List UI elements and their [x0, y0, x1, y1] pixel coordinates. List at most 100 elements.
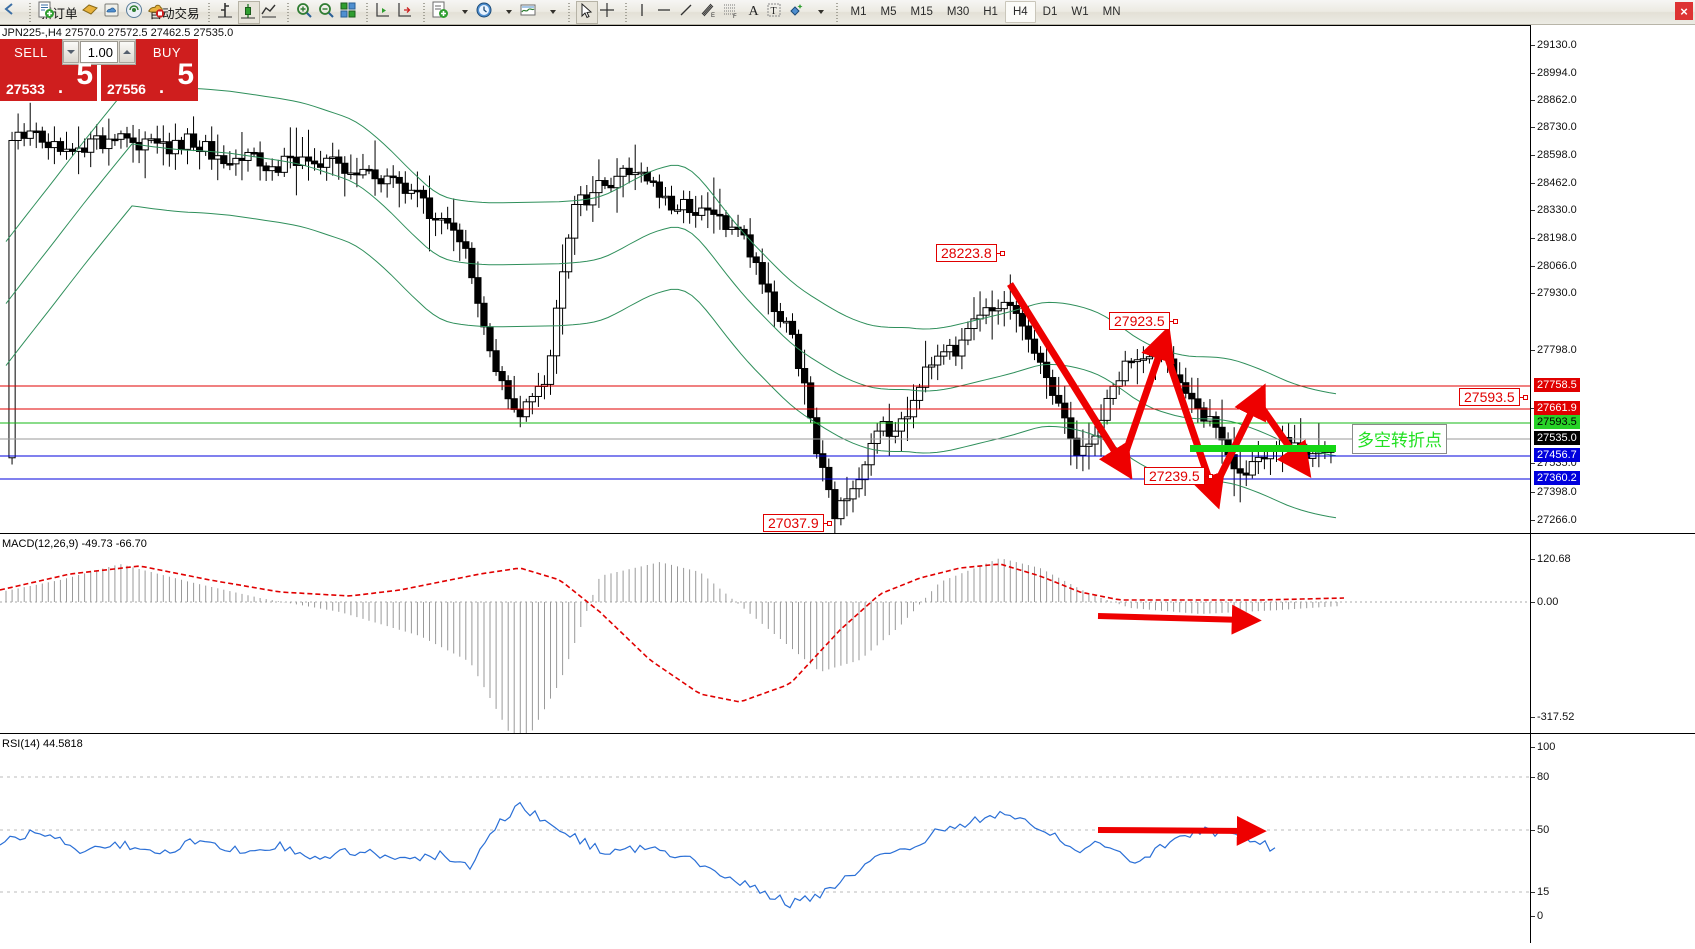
time-axis[interactable]: Jun 202124 Jun 00:0025 Jun 10:5528 Jun 1… [0, 943, 1695, 949]
toolbar-separator [622, 2, 630, 22]
macd-pane[interactable]: MACD(12,26,9) -49.73 -66.70 120.68 0.00 -3… [0, 533, 1695, 734]
buy-price-frac: 5 [177, 58, 194, 91]
timeframe-m30-button[interactable]: M30 [946, 6, 970, 18]
price-tag-27593-5[interactable]: 27593.5 [1534, 415, 1580, 429]
expert-advisor-icon[interactable] [81, 1, 103, 24]
rsi-axis-label: 100 [1537, 741, 1556, 753]
buy-price-box[interactable]: 27556 . 5 [101, 58, 198, 101]
timeframe-group: M1 M5 M15 M30 H1 H4 D1 W1 MN [844, 1, 1128, 23]
bar-chart-icon[interactable] [216, 1, 238, 24]
volume-input[interactable]: 1.00 [80, 41, 118, 63]
price-axis-label: 28198.0 [1537, 232, 1577, 244]
zoom-out-icon[interactable] [317, 1, 339, 24]
timeframe-m1-button[interactable]: M1 [850, 6, 867, 18]
arrow-left-icon[interactable] [2, 1, 24, 24]
macd-axis-label: 120.68 [1537, 553, 1571, 565]
timeframe-h4-button[interactable]: H4 [1004, 1, 1036, 23]
buy-button[interactable]: BUY [136, 39, 198, 65]
rsi-axis-tick [1531, 830, 1535, 831]
price-axis-label: 28462.0 [1537, 177, 1577, 189]
rsi-plot[interactable]: RSI(14) 44.5818 [0, 734, 1531, 944]
price-axis-tick [1531, 183, 1535, 184]
sell-button[interactable]: SELL [0, 39, 62, 65]
crosshair-icon[interactable] [598, 1, 620, 24]
price-axis-label: 28862.0 [1537, 94, 1577, 106]
rsi-pane[interactable]: RSI(14) 44.5818 100 80 50 15 0 [0, 733, 1695, 944]
macd-axis-tick [1531, 602, 1535, 603]
price-series [0, 81, 1530, 533]
toolbar-separator [284, 2, 292, 22]
equidistant-channel-icon[interactable]: E [699, 1, 721, 24]
one-click-trading-panel[interactable]: SELL 1.00 BUY 27533 . 5 27556 . 5 [0, 39, 198, 101]
rsi-series [0, 776, 1530, 909]
label-icon[interactable]: T [765, 1, 787, 24]
template-dropdown[interactable] [541, 1, 563, 24]
horizontal-line-icon[interactable] [655, 1, 677, 24]
rsi-axis: 100 80 50 15 0 [1531, 734, 1695, 944]
macd-plot[interactable]: MACD(12,26,9) -49.73 -66.70 [0, 534, 1531, 734]
timeframe-m15-button[interactable]: M15 [910, 6, 933, 18]
price-tag-27758-5[interactable]: 27758.5 [1534, 378, 1580, 392]
period-clock-icon[interactable] [475, 1, 497, 24]
price-plot[interactable] [0, 25, 1531, 533]
text-icon[interactable]: A [748, 4, 759, 19]
sell-price-box[interactable]: 27533 . 5 [0, 58, 97, 101]
tile-windows-icon[interactable] [339, 1, 361, 24]
sell-price-frac: 5 [76, 58, 93, 91]
sell-price-dot: . [57, 77, 63, 97]
price-tag-27360-2[interactable]: 27360.2 [1534, 471, 1580, 485]
indicator-dropdown[interactable] [453, 1, 475, 24]
volume-down-button[interactable] [63, 41, 79, 63]
rsi-axis-tick [1531, 892, 1535, 893]
timeframe-d1-button[interactable]: D1 [1042, 6, 1058, 18]
line-chart-icon[interactable] [260, 1, 282, 24]
auto-trading-button[interactable]: 自动交易 [147, 1, 203, 24]
buy-price-main: 27556 [107, 81, 146, 97]
toolbar-separator [205, 2, 213, 22]
price-axis-tick [1531, 45, 1535, 46]
vertical-line-icon[interactable] [633, 1, 655, 24]
timeframe-w1-button[interactable]: W1 [1071, 6, 1089, 18]
timeframe-mn-button[interactable]: MN [1102, 6, 1121, 18]
svg-text:E: E [711, 13, 715, 19]
price-axis-tick [1531, 238, 1535, 239]
price-pane[interactable]: 29130.0 28994.0 28862.0 28730.0 28598.0 28462… [0, 25, 1695, 533]
new-order-button[interactable]: 新订单 [37, 1, 81, 24]
price-axis-label: 28330.0 [1537, 204, 1577, 216]
cursor-icon[interactable] [575, 0, 598, 24]
rsi-axis-label: 0 [1537, 910, 1544, 922]
indicator-add-icon[interactable] [431, 1, 453, 24]
new-order-icon [38, 1, 54, 18]
price-tag-27661-9[interactable]: 27661.9 [1534, 401, 1580, 415]
timeframe-m5-button[interactable]: M5 [880, 6, 897, 18]
price-axis-tick [1531, 350, 1535, 351]
autoscroll-icon[interactable] [396, 1, 418, 24]
fibonacci-icon[interactable]: F [721, 1, 743, 24]
objects-icon[interactable] [787, 1, 809, 24]
macd-series [0, 558, 1530, 733]
close-icon[interactable]: × [1675, 2, 1693, 20]
shift-chart-icon[interactable] [374, 1, 396, 24]
period-dropdown[interactable] [497, 1, 519, 24]
zoom-in-icon[interactable] [295, 1, 317, 24]
price-tag-27456-7[interactable]: 27456.7 [1534, 448, 1580, 462]
buy-price-dot: . [158, 77, 164, 97]
rsi-axis-tick [1531, 916, 1535, 917]
volume-up-button[interactable] [119, 41, 135, 63]
signal-icon[interactable] [125, 1, 147, 24]
symbol-ohlc-line: JPN225-,H4 27570.0 27572.5 27462.5 27535… [2, 27, 234, 39]
price-axis-tick [1531, 73, 1535, 74]
timeframe-h1-button[interactable]: H1 [983, 6, 998, 18]
price-tag-27535-0[interactable]: 27535.0 [1534, 431, 1580, 445]
toolbar-separator [27, 2, 34, 22]
cloud-icon[interactable] [103, 1, 125, 24]
price-axis-label: 29130.0 [1537, 39, 1577, 51]
price-axis[interactable]: 29130.0 28994.0 28862.0 28730.0 28598.0 28462… [1531, 25, 1695, 533]
candlestick-chart-icon[interactable] [237, 0, 260, 24]
objects-dropdown[interactable] [809, 1, 831, 24]
sell-price-main: 27533 [6, 81, 45, 97]
volume-stepper[interactable]: 1.00 [62, 39, 136, 65]
trendline-icon[interactable] [677, 1, 699, 24]
chart-area[interactable]: JPN225-,H4 27570.0 27572.5 27462.5 27535… [0, 25, 1695, 949]
template-icon[interactable] [519, 1, 541, 24]
